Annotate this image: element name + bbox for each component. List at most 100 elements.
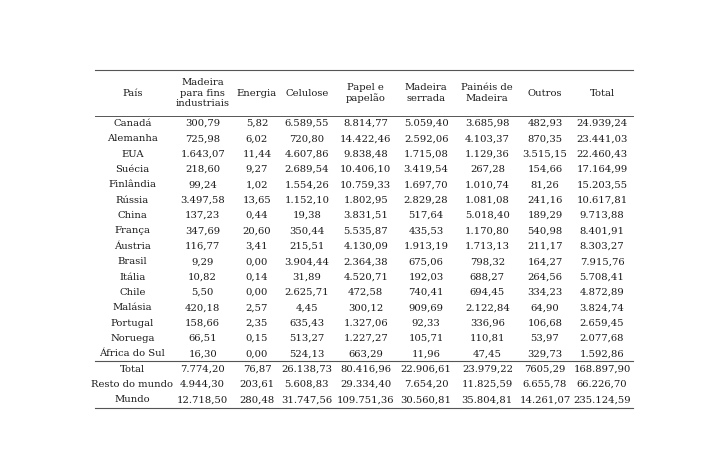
Text: 218,60: 218,60 xyxy=(185,165,220,174)
Text: 3.515,15: 3.515,15 xyxy=(523,150,567,159)
Text: 66.226,70: 66.226,70 xyxy=(577,380,627,389)
Text: 137,23: 137,23 xyxy=(185,211,220,220)
Text: 19,38: 19,38 xyxy=(292,211,321,220)
Text: 909,69: 909,69 xyxy=(409,303,444,312)
Text: 5.608,83: 5.608,83 xyxy=(285,380,329,389)
Text: 10.617,81: 10.617,81 xyxy=(576,196,628,205)
Text: 64,90: 64,90 xyxy=(530,303,559,312)
Text: 99,24: 99,24 xyxy=(188,180,217,189)
Text: 0,14: 0,14 xyxy=(246,273,268,281)
Text: 110,81: 110,81 xyxy=(469,334,505,343)
Text: 2.625,71: 2.625,71 xyxy=(285,288,329,297)
Text: 6.589,55: 6.589,55 xyxy=(285,119,329,128)
Text: 29.334,40: 29.334,40 xyxy=(340,380,392,389)
Text: Itália: Itália xyxy=(119,273,146,281)
Text: 9.713,88: 9.713,88 xyxy=(580,211,624,220)
Text: Total: Total xyxy=(590,89,615,97)
Text: Resto do mundo: Resto do mundo xyxy=(91,380,173,389)
Text: 80.416,96: 80.416,96 xyxy=(341,365,392,374)
Text: 435,53: 435,53 xyxy=(409,226,444,235)
Text: 1.081,08: 1.081,08 xyxy=(465,196,510,205)
Text: 235.124,59: 235.124,59 xyxy=(573,395,631,404)
Text: 11,96: 11,96 xyxy=(411,350,440,358)
Text: 267,28: 267,28 xyxy=(470,165,505,174)
Text: 8.401,91: 8.401,91 xyxy=(580,226,624,235)
Text: 2,35: 2,35 xyxy=(246,319,268,328)
Text: 4.520,71: 4.520,71 xyxy=(343,273,388,281)
Text: 798,32: 798,32 xyxy=(470,257,505,266)
Text: Malásia: Malásia xyxy=(113,303,152,312)
Text: Madeira
serrada: Madeira serrada xyxy=(405,83,447,103)
Text: Celulose: Celulose xyxy=(285,89,329,97)
Text: França: França xyxy=(115,226,150,235)
Text: 3.904,44: 3.904,44 xyxy=(285,257,329,266)
Text: Suécia: Suécia xyxy=(115,165,149,174)
Text: 2.077,68: 2.077,68 xyxy=(580,334,624,343)
Text: 1.170,80: 1.170,80 xyxy=(465,226,510,235)
Text: 241,16: 241,16 xyxy=(527,196,563,205)
Text: 168.897,90: 168.897,90 xyxy=(573,365,631,374)
Text: 10.406,10: 10.406,10 xyxy=(340,165,392,174)
Text: 1.554,26: 1.554,26 xyxy=(285,180,329,189)
Text: 158,66: 158,66 xyxy=(185,319,220,328)
Text: 105,71: 105,71 xyxy=(409,334,444,343)
Text: 106,68: 106,68 xyxy=(527,319,562,328)
Text: 15.203,55: 15.203,55 xyxy=(576,180,627,189)
Text: Canadá: Canadá xyxy=(113,119,152,128)
Text: 2.659,45: 2.659,45 xyxy=(580,319,624,328)
Text: 211,17: 211,17 xyxy=(527,242,563,251)
Text: 8.303,27: 8.303,27 xyxy=(580,242,624,251)
Text: 334,23: 334,23 xyxy=(527,288,563,297)
Text: 7.774,20: 7.774,20 xyxy=(181,365,225,374)
Text: Áustria: Áustria xyxy=(114,242,151,251)
Text: 189,29: 189,29 xyxy=(527,211,563,220)
Text: 472,58: 472,58 xyxy=(348,288,383,297)
Text: 11,44: 11,44 xyxy=(242,150,272,159)
Text: 694,45: 694,45 xyxy=(469,288,505,297)
Text: 635,43: 635,43 xyxy=(290,319,324,328)
Text: 5.059,40: 5.059,40 xyxy=(404,119,448,128)
Text: 14.261,07: 14.261,07 xyxy=(520,395,571,404)
Text: 720,80: 720,80 xyxy=(290,134,324,144)
Text: 280,48: 280,48 xyxy=(239,395,275,404)
Text: Chile: Chile xyxy=(119,288,146,297)
Text: 2.689,54: 2.689,54 xyxy=(285,165,329,174)
Text: 35.804,81: 35.804,81 xyxy=(462,395,513,404)
Text: 14.422,46: 14.422,46 xyxy=(340,134,392,144)
Text: 215,51: 215,51 xyxy=(289,242,324,251)
Text: 20,60: 20,60 xyxy=(243,226,271,235)
Text: 7.915,76: 7.915,76 xyxy=(580,257,624,266)
Text: 300,12: 300,12 xyxy=(348,303,383,312)
Text: 23.979,22: 23.979,22 xyxy=(462,365,513,374)
Text: 0,00: 0,00 xyxy=(246,257,268,266)
Text: 3.497,58: 3.497,58 xyxy=(181,196,225,205)
Text: 482,93: 482,93 xyxy=(527,119,563,128)
Text: 1.327,06: 1.327,06 xyxy=(343,319,388,328)
Text: Noruega: Noruega xyxy=(110,334,154,343)
Text: País: País xyxy=(122,89,143,97)
Text: 663,29: 663,29 xyxy=(348,350,383,358)
Text: África do Sul: África do Sul xyxy=(100,350,165,358)
Text: 4.103,37: 4.103,37 xyxy=(465,134,510,144)
Text: 47,45: 47,45 xyxy=(473,350,502,358)
Text: 192,03: 192,03 xyxy=(409,273,444,281)
Text: 4,45: 4,45 xyxy=(295,303,318,312)
Text: 1.152,10: 1.152,10 xyxy=(285,196,329,205)
Text: Outros: Outros xyxy=(527,89,562,97)
Text: 92,33: 92,33 xyxy=(412,319,440,328)
Text: 347,69: 347,69 xyxy=(185,226,220,235)
Text: 0,00: 0,00 xyxy=(246,288,268,297)
Text: 31.747,56: 31.747,56 xyxy=(281,395,333,404)
Text: 0,44: 0,44 xyxy=(246,211,268,220)
Text: 540,98: 540,98 xyxy=(527,226,563,235)
Text: 5,50: 5,50 xyxy=(191,288,214,297)
Text: 6,02: 6,02 xyxy=(246,134,268,144)
Text: 4.130,09: 4.130,09 xyxy=(343,242,388,251)
Text: Rússia: Rússia xyxy=(116,196,149,205)
Text: Papel e
papelão: Papel e papelão xyxy=(346,83,386,103)
Text: 4.607,86: 4.607,86 xyxy=(285,150,329,159)
Text: 524,13: 524,13 xyxy=(289,350,324,358)
Text: 30.560,81: 30.560,81 xyxy=(401,395,452,404)
Text: Brasil: Brasil xyxy=(118,257,147,266)
Text: Energia: Energia xyxy=(237,89,277,97)
